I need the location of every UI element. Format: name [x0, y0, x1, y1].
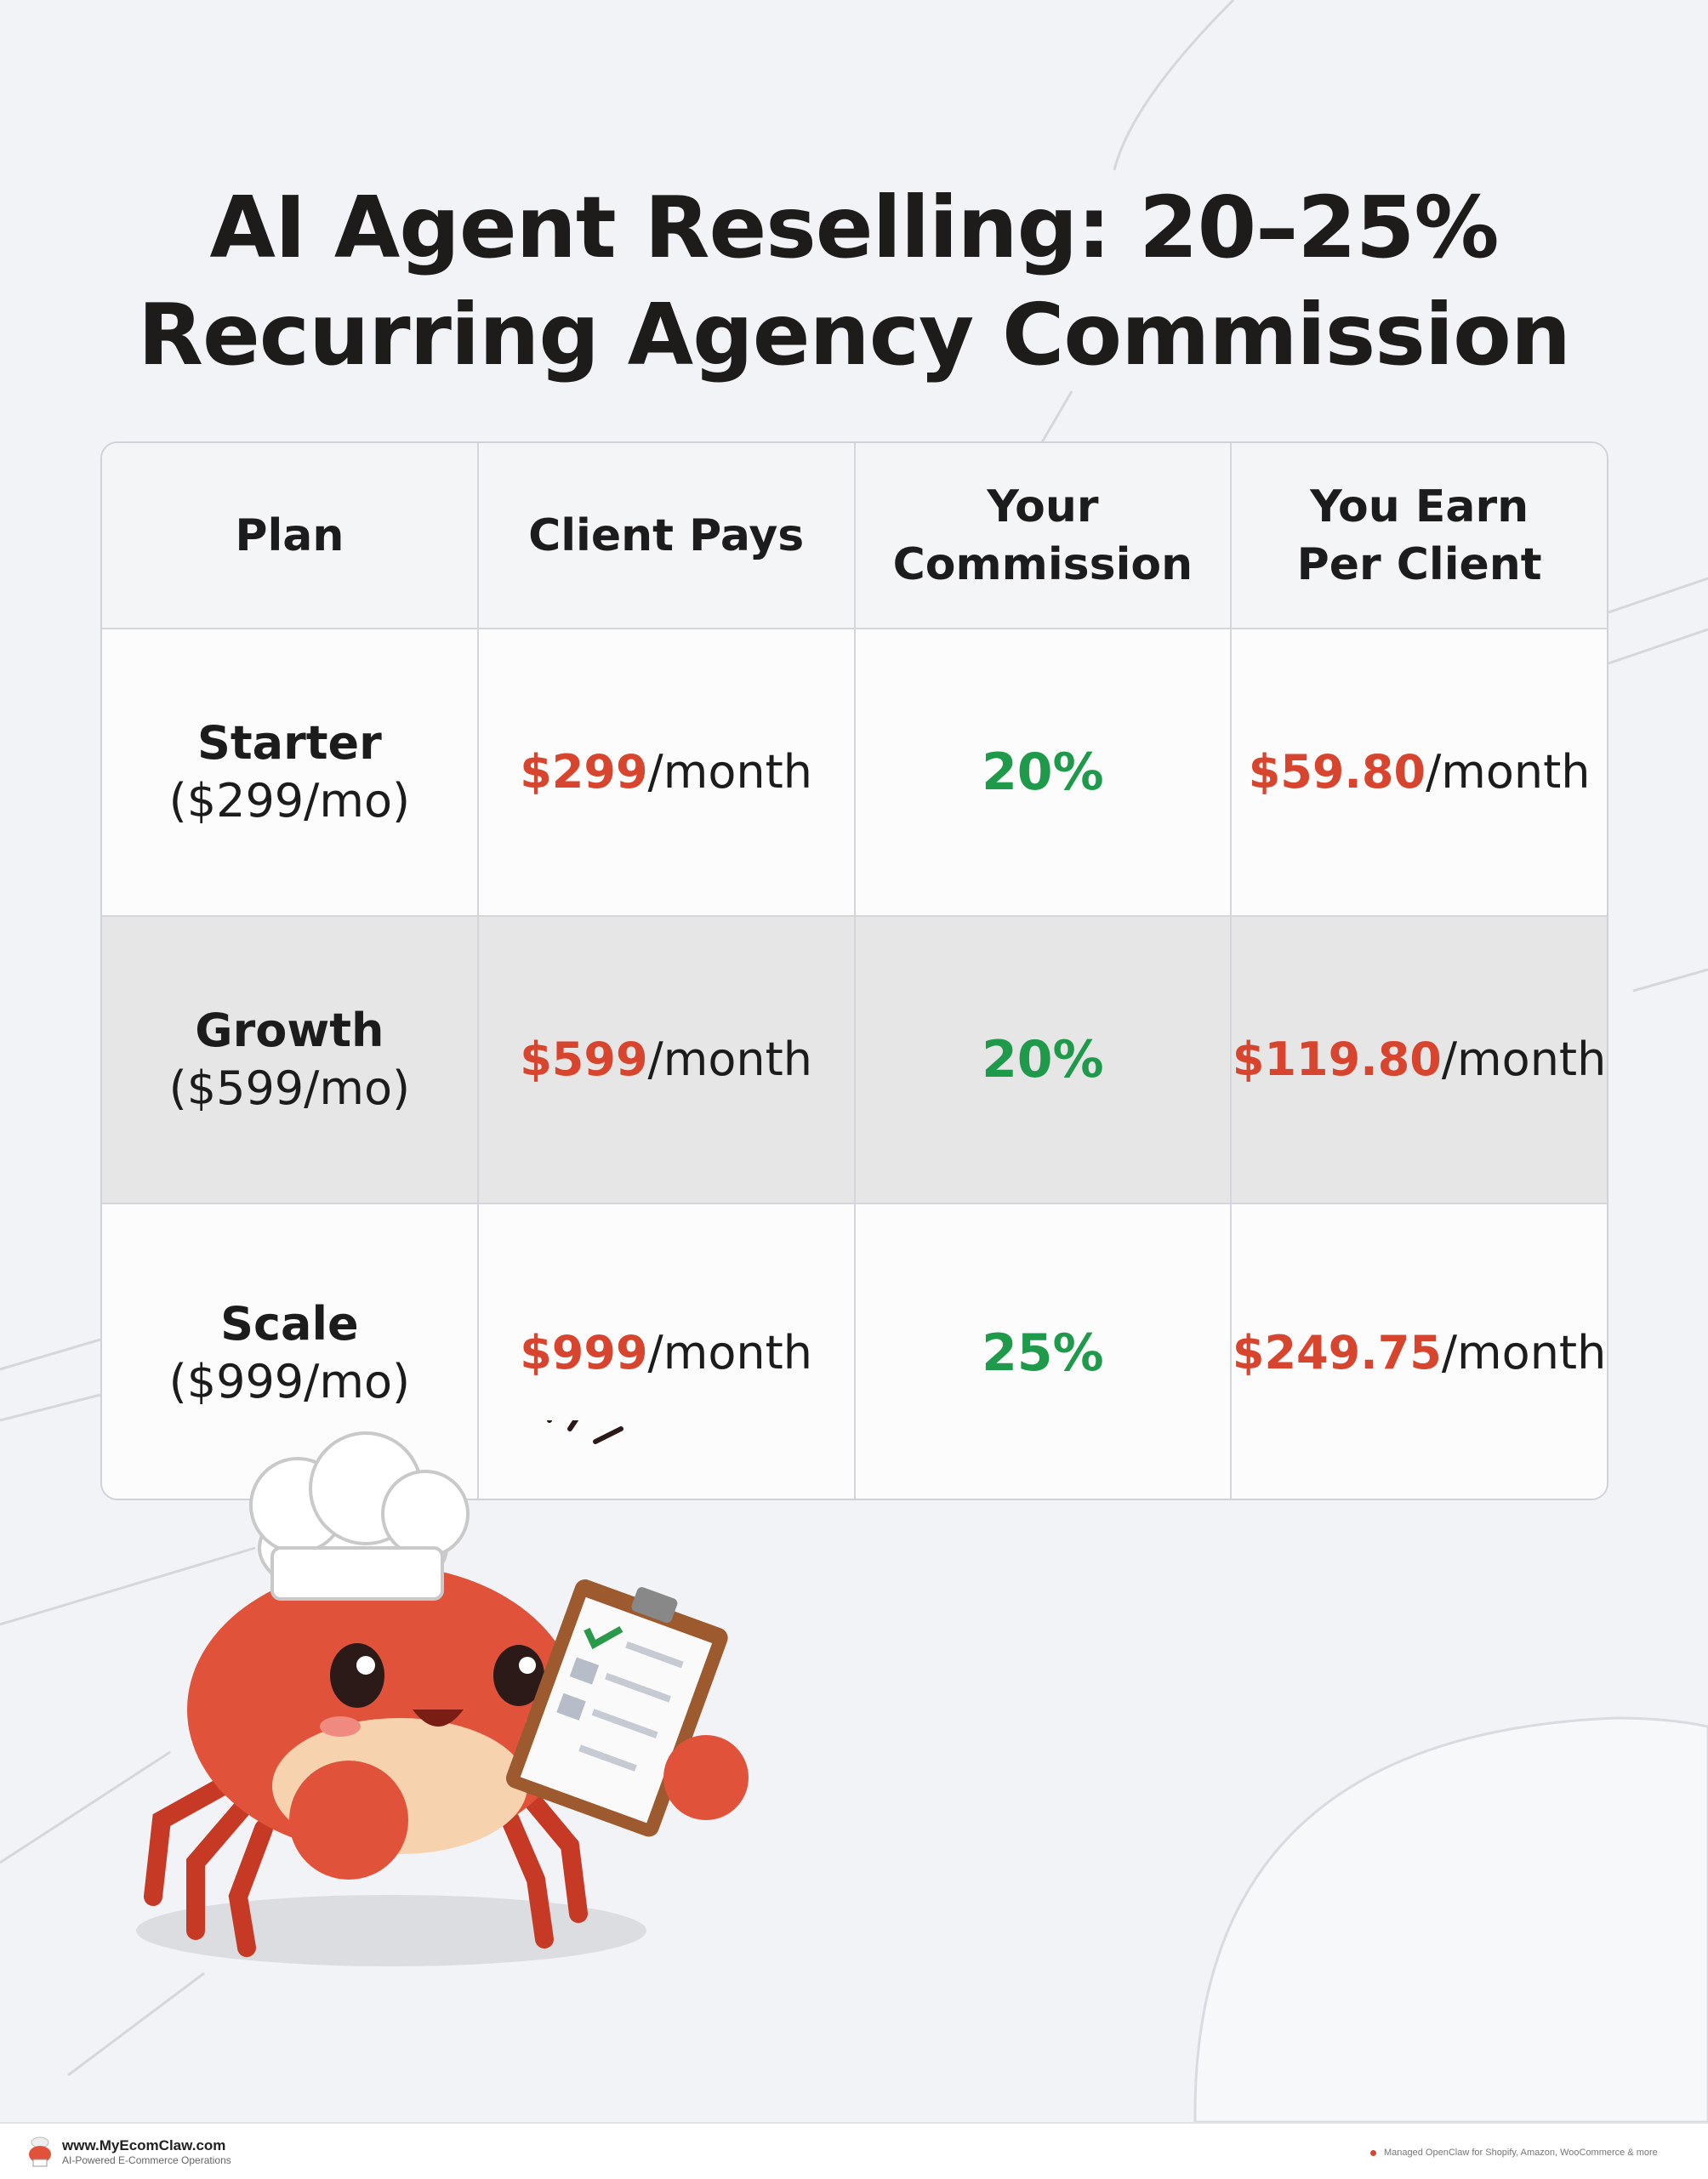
commission-table: Plan Client Pays Your Commission You Ear…: [100, 441, 1608, 1500]
plan-name: Starter: [196, 716, 382, 770]
plan-cell: Starter ($299/mo): [102, 629, 479, 915]
plan-cell: Scale ($999/mo): [102, 1204, 479, 1499]
commission-cell: 20%: [856, 917, 1233, 1203]
client-pays-unit: /month: [647, 1326, 812, 1380]
table-row: Growth ($599/mo) $599/month 20% $119.80/m…: [102, 917, 1607, 1204]
footer-site-link[interactable]: www.MyEcomClaw.com: [62, 2137, 226, 2153]
earn-unit: /month: [1426, 745, 1591, 799]
client-pays-unit: /month: [647, 745, 812, 799]
client-pays-cell: $599/month: [479, 917, 856, 1203]
earn-cell: $119.80/month: [1232, 917, 1607, 1203]
table-row: Starter ($299/mo) $299/month 20% $59.80/m…: [102, 629, 1607, 917]
footer-right-text: Managed OpenClaw for Shopify, Amazon, Wo…: [1384, 2148, 1658, 2158]
logo-crab-icon: [29, 2136, 51, 2167]
plan-cell: Growth ($599/mo): [102, 917, 479, 1203]
client-pays-amount: $999: [520, 1326, 648, 1380]
table-header-row: Plan Client Pays Your Commission You Ear…: [102, 443, 1607, 629]
page-title: AI Agent Reselling: 20–25% Recurring Age…: [0, 174, 1708, 389]
title-line-2: Recurring Agency Commission: [137, 285, 1571, 384]
footer: www.MyEcomClaw.com AI-Powered E-Commerce…: [0, 2122, 1708, 2179]
plan-name: Growth: [195, 1004, 384, 1057]
header-commission: Your Commission: [856, 443, 1233, 628]
earn-cell: $59.80/month: [1232, 629, 1607, 915]
header-client-pays: Client Pays: [479, 443, 856, 628]
client-pays-unit: /month: [647, 1033, 812, 1086]
header-plan: Plan: [102, 443, 479, 628]
client-pays-cell: $999/month: [479, 1204, 856, 1499]
earn-amount: $119.80: [1232, 1033, 1442, 1086]
client-pays-amount: $299: [520, 745, 648, 799]
crab-chef-mascot: [136, 1420, 749, 1966]
plan-price: ($999/mo): [168, 1355, 411, 1408]
plan-price: ($299/mo): [168, 774, 411, 828]
header-earn-label: You Earn Per Client: [1296, 481, 1542, 590]
earn-unit: /month: [1441, 1033, 1607, 1086]
client-pays-amount: $599: [520, 1033, 648, 1086]
footer-tagline: AI-Powered E-Commerce Operations: [62, 2154, 231, 2166]
earn-unit: /month: [1441, 1326, 1607, 1380]
bullet-dot-icon: [1370, 2150, 1376, 2156]
earn-amount: $249.75: [1232, 1326, 1442, 1380]
client-pays-cell: $299/month: [479, 629, 856, 915]
earn-amount: $59.80: [1248, 745, 1426, 799]
header-commission-label: Your Commission: [892, 481, 1193, 590]
commission-cell: 25%: [856, 1204, 1233, 1499]
title-line-1: AI Agent Reselling: 20–25%: [209, 178, 1499, 277]
plan-name: Scale: [220, 1297, 359, 1351]
plan-price: ($599/mo): [168, 1061, 411, 1115]
earn-cell: $249.75/month: [1232, 1204, 1607, 1499]
commission-cell: 20%: [856, 629, 1233, 915]
header-earn: You Earn Per Client: [1232, 443, 1607, 628]
